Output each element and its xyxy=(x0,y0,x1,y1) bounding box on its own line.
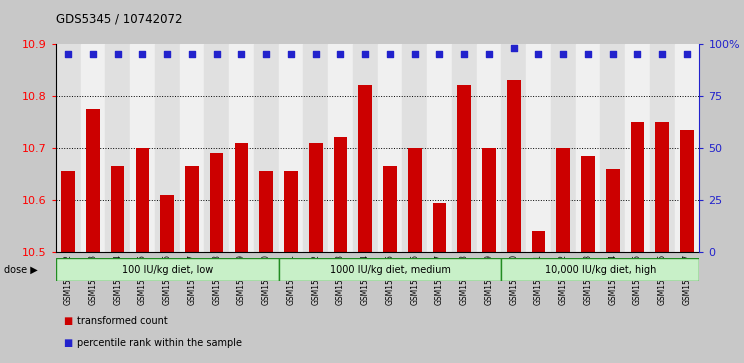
Text: 10,000 IU/kg diet, high: 10,000 IU/kg diet, high xyxy=(545,265,656,274)
Point xyxy=(359,51,371,57)
Bar xyxy=(403,44,427,252)
Bar xyxy=(210,153,223,252)
Text: dose ▶: dose ▶ xyxy=(4,265,37,275)
Bar xyxy=(433,203,446,252)
Bar xyxy=(625,44,650,252)
Point xyxy=(211,51,222,57)
Bar xyxy=(551,44,576,252)
Point xyxy=(285,51,297,57)
Bar xyxy=(205,44,229,252)
Bar xyxy=(482,148,496,252)
Bar xyxy=(408,148,422,252)
Point xyxy=(408,51,420,57)
Point xyxy=(87,51,99,57)
Bar xyxy=(130,44,155,252)
Text: percentile rank within the sample: percentile rank within the sample xyxy=(77,338,242,348)
Point xyxy=(458,51,470,57)
Bar xyxy=(600,44,625,252)
Bar xyxy=(304,44,328,252)
Bar xyxy=(477,44,501,252)
Bar xyxy=(135,148,150,252)
Bar xyxy=(353,44,378,252)
Bar xyxy=(581,156,594,252)
Text: ■: ■ xyxy=(63,316,72,326)
Bar xyxy=(680,130,694,252)
Bar xyxy=(359,85,372,252)
Bar xyxy=(179,44,205,252)
Text: GDS5345 / 10742072: GDS5345 / 10742072 xyxy=(56,13,182,26)
Point xyxy=(112,51,124,57)
Text: transformed count: transformed count xyxy=(77,316,167,326)
Bar xyxy=(650,44,675,252)
Point xyxy=(384,51,396,57)
Bar xyxy=(427,44,452,252)
Bar xyxy=(86,109,100,252)
Bar xyxy=(278,258,501,281)
Bar xyxy=(458,85,471,252)
Bar xyxy=(260,171,273,252)
Point xyxy=(582,51,594,57)
Point xyxy=(483,51,495,57)
Point xyxy=(186,51,198,57)
Bar xyxy=(111,166,124,252)
Text: 1000 IU/kg diet, medium: 1000 IU/kg diet, medium xyxy=(330,265,450,274)
Bar xyxy=(507,80,521,252)
Point xyxy=(557,51,569,57)
Bar xyxy=(234,143,248,252)
Bar xyxy=(229,44,254,252)
Bar xyxy=(631,122,644,252)
Bar xyxy=(309,143,322,252)
Bar xyxy=(557,148,570,252)
Bar xyxy=(155,44,179,252)
Bar xyxy=(278,44,304,252)
Point xyxy=(681,51,693,57)
Bar xyxy=(452,44,477,252)
Text: 100 IU/kg diet, low: 100 IU/kg diet, low xyxy=(121,265,213,274)
Bar xyxy=(56,44,80,252)
Bar xyxy=(185,166,199,252)
Point xyxy=(656,51,668,57)
Point xyxy=(607,51,619,57)
Point xyxy=(632,51,644,57)
Bar xyxy=(106,44,130,252)
Bar xyxy=(606,169,620,252)
Point xyxy=(136,51,148,57)
Bar xyxy=(80,44,106,252)
Bar xyxy=(526,44,551,252)
Point xyxy=(310,51,321,57)
Bar xyxy=(675,44,699,252)
Bar xyxy=(333,138,347,252)
Point xyxy=(335,51,347,57)
Point xyxy=(161,51,173,57)
Point xyxy=(434,51,446,57)
Bar xyxy=(532,231,545,252)
Bar xyxy=(254,44,278,252)
Bar xyxy=(655,122,669,252)
Bar xyxy=(328,44,353,252)
Point xyxy=(62,51,74,57)
Bar xyxy=(383,166,397,252)
Bar xyxy=(378,44,403,252)
Point xyxy=(507,45,519,50)
Bar xyxy=(576,44,600,252)
Bar xyxy=(61,171,75,252)
Point xyxy=(236,51,248,57)
Bar xyxy=(501,44,526,252)
Point xyxy=(533,51,545,57)
Text: ■: ■ xyxy=(63,338,72,348)
Bar xyxy=(56,258,278,281)
Bar xyxy=(501,258,699,281)
Point xyxy=(260,51,272,57)
Bar xyxy=(284,171,298,252)
Bar xyxy=(161,195,174,252)
